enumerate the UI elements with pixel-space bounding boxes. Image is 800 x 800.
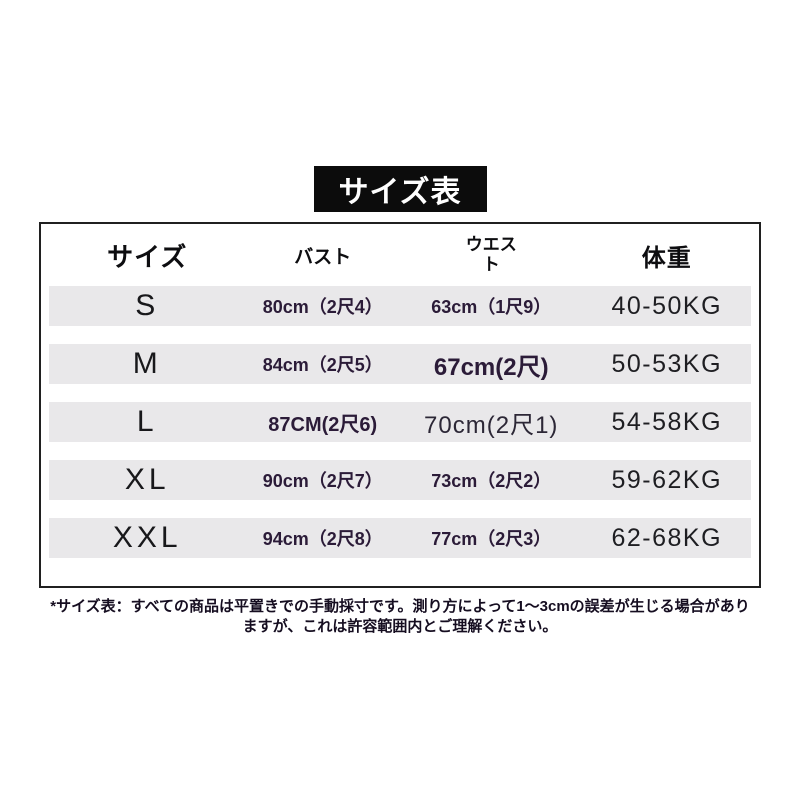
size-chart-title-banner: サイズ表 [313,166,487,212]
bust-value: 94cm（2尺8） [262,529,383,549]
column-header-size: サイズ [107,241,188,272]
table-row-xl: XL 90cm（2尺7） 73cm（2尺2） 59-62KG [49,460,751,500]
size-value: XXL [112,521,182,554]
table-row-m: M 84cm（2尺5） 67cm(2尺) 50-53KG [49,344,751,384]
table-row-xxl: XXL 94cm（2尺8） 77cm（2尺3） 62-68KG [49,518,751,558]
weight-value: 40-50KG [611,291,723,320]
waist-value: 73cm（2尺2） [431,471,552,491]
column-header-waist-label: ウエスト [465,235,517,274]
disclaimer-line-1: *サイズ表：すべての商品は平置きでの手動採寸です。測り方によって1～3cmの誤差… [50,598,750,615]
column-header-waist: ウエスト [400,235,583,275]
table-row-l: L 87CM(2尺6) 70cm(2尺1) 54-58KG [49,402,751,442]
size-chart-title: サイズ表 [338,176,462,209]
weight-value: 54-58KG [611,407,723,436]
size-value: L [136,405,158,438]
bust-value: 90cm（2尺7） [262,471,383,491]
table-header-row: サイズ バスト ウエスト 体重 [49,224,751,286]
waist-value: 77cm（2尺3） [431,529,552,549]
weight-value: 59-62KG [611,465,723,494]
waist-value: 67cm(2尺) [433,353,549,381]
bust-value: 87CM(2尺6) [268,413,378,436]
weight-value: 62-68KG [611,523,723,552]
disclaimer-line-2: ますが、これは許容範囲内とご理解ください。 [242,617,558,635]
size-value: XL [124,463,170,496]
waist-value: 63cm（1尺9） [431,297,552,317]
column-header-weight: 体重 [641,244,692,272]
table-row-s: S 80cm（2尺4） 63cm（1尺9） 40-50KG [49,286,751,326]
bust-value: 80cm（2尺4） [262,297,383,317]
waist-value: 70cm(2尺1) [424,411,559,439]
size-table: サイズ バスト ウエスト 体重 S 80cm（2尺4） 63cm（1尺9） 40… [39,222,761,588]
column-header-bust: バスト [294,246,352,268]
measurement-disclaimer: *サイズ表：すべての商品は平置きでの手動採寸です。測り方によって1～3cmの誤差… [38,597,762,636]
bust-value: 84cm（2尺5） [262,355,383,375]
size-value: M [132,347,162,380]
weight-value: 50-53KG [611,349,723,378]
size-value: S [135,289,160,322]
